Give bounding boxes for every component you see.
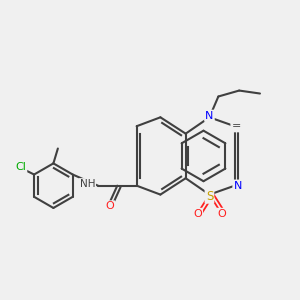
Text: S: S — [206, 190, 213, 202]
Text: O: O — [217, 209, 226, 219]
Text: Cl: Cl — [15, 162, 26, 172]
Text: N: N — [233, 181, 242, 191]
Text: NH: NH — [80, 179, 95, 189]
Text: O: O — [193, 209, 202, 219]
Text: =: = — [232, 121, 241, 131]
Text: O: O — [106, 202, 114, 212]
Text: N: N — [205, 111, 214, 121]
